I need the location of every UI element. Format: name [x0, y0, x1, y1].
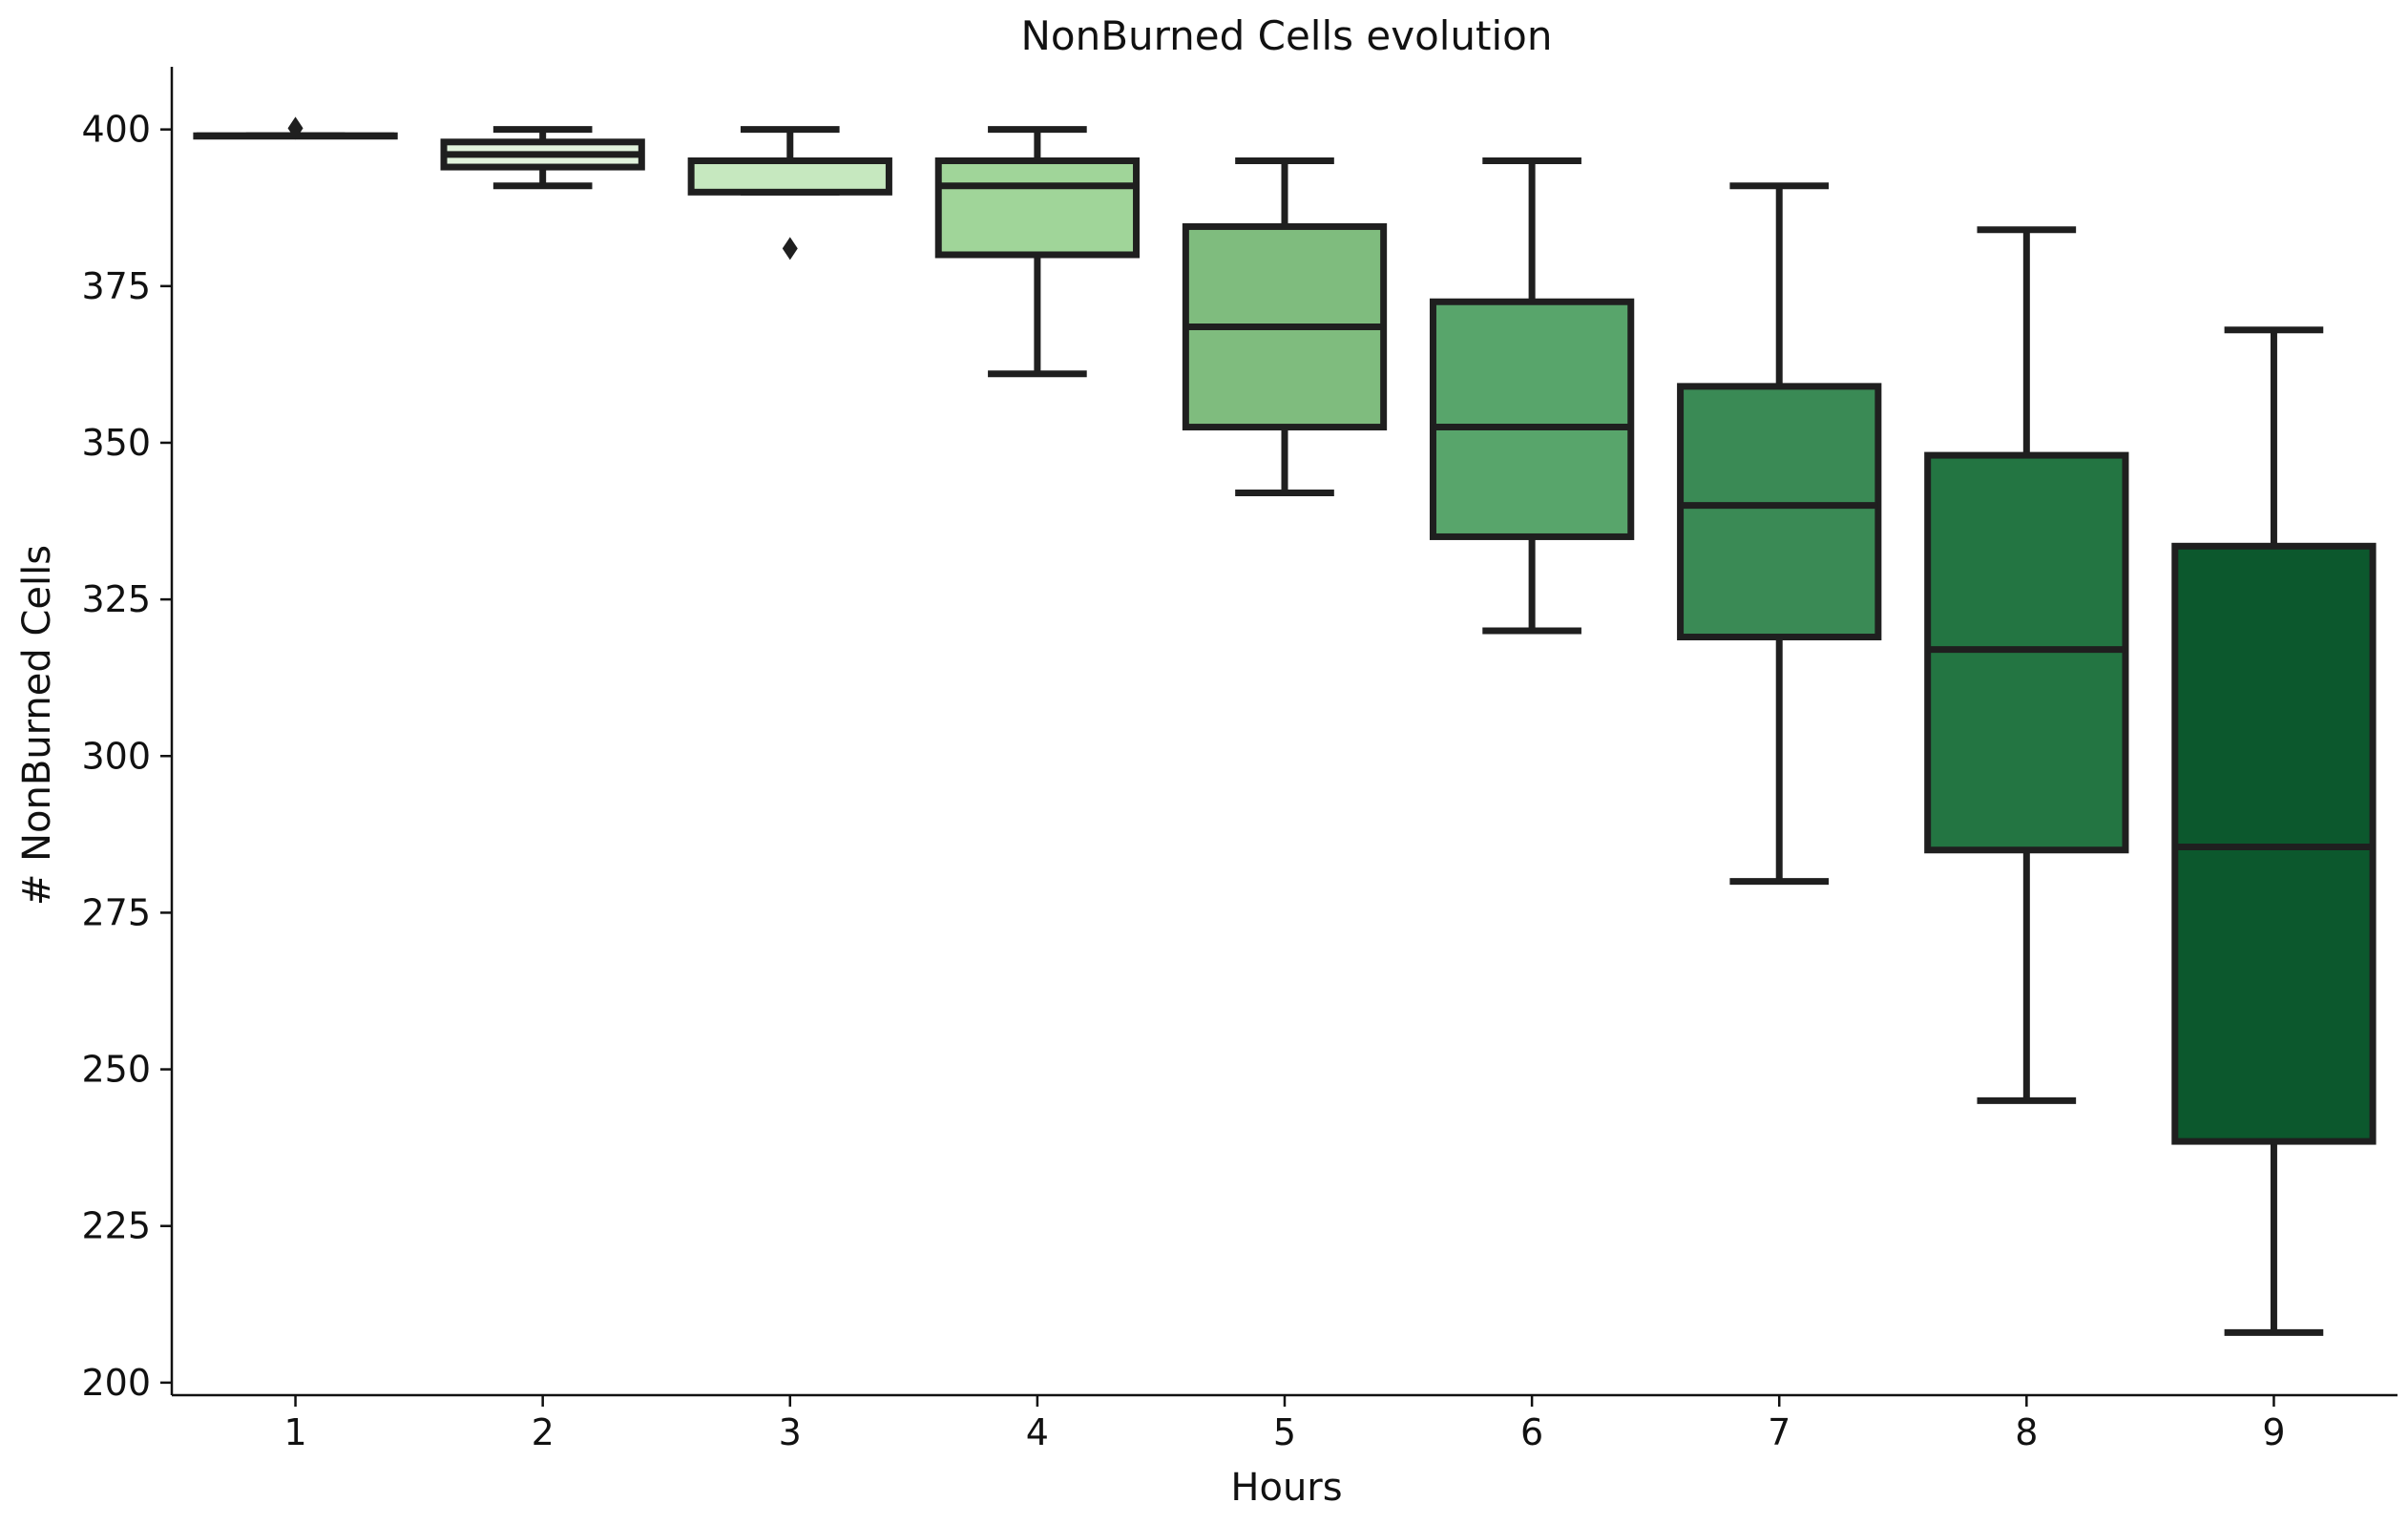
box-7 — [1677, 383, 1882, 641]
y-tick-label-375: 375 — [81, 265, 151, 307]
plot-area: 200 225 250 275 300 325 350 375 400 1 2 3 4 5 6 7 8 9 — [81, 67, 2398, 1453]
box-4 — [934, 157, 1141, 259]
x-tick-label-8: 8 — [2015, 1411, 2038, 1453]
y-tick-label-250: 250 — [81, 1049, 151, 1091]
x-tick-label-9: 9 — [2262, 1411, 2285, 1453]
x-tick-label-5: 5 — [1273, 1411, 1296, 1453]
box-3 — [687, 157, 892, 196]
x-tick-label-4: 4 — [1026, 1411, 1049, 1453]
x-tick-label-6: 6 — [1520, 1411, 1543, 1453]
y-tick-label-350: 350 — [81, 422, 151, 464]
y-tick-label-400: 400 — [81, 109, 151, 151]
chart-title: NonBurned Cells evolution — [1020, 12, 1552, 59]
x-tick-label-7: 7 — [1768, 1411, 1790, 1453]
box-6 — [1429, 298, 1635, 540]
y-axis-title: # NonBurned Cells — [15, 545, 59, 906]
y-tick-label-300: 300 — [81, 735, 151, 777]
x-tick-label-1: 1 — [283, 1411, 306, 1453]
x-tick-label-2: 2 — [532, 1411, 555, 1453]
y-tick-label-325: 325 — [81, 578, 151, 620]
y-tick-label-200: 200 — [81, 1362, 151, 1404]
outlier-1-0 — [287, 116, 304, 140]
y-tick-label-225: 225 — [81, 1205, 151, 1247]
x-axis-title: Hours — [1230, 1466, 1342, 1510]
y-tick-label-275: 275 — [81, 891, 151, 933]
outlier-3-0 — [782, 237, 798, 261]
x-tick-label-3: 3 — [779, 1411, 802, 1453]
